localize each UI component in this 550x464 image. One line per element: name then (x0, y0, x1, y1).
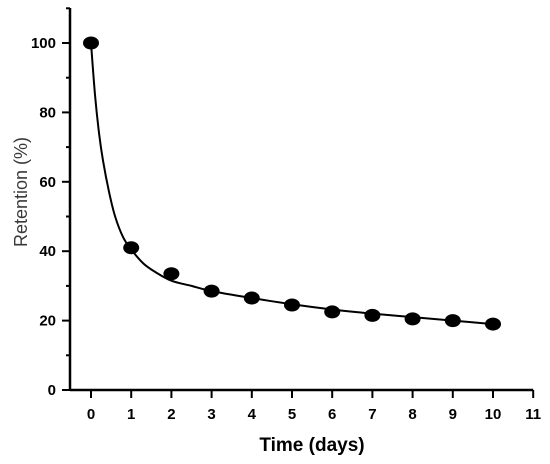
x-tick-label: 9 (449, 406, 457, 423)
data-point (163, 267, 180, 281)
y-tick-label: 80 (39, 104, 56, 121)
data-point (203, 284, 220, 298)
x-tick-label: 3 (207, 406, 215, 423)
data-point (404, 312, 421, 326)
y-tick-label: 40 (39, 243, 56, 260)
y-tick-label: 20 (39, 313, 56, 330)
fit-curve (90, 42, 494, 326)
x-tick-label: 1 (127, 406, 135, 423)
y-tick-label: 60 (39, 174, 56, 191)
x-axis: 0 1 2 3 4 5 6 7 8 9 10 11 (70, 388, 541, 423)
y-axis: 0 20 40 60 80 100 (31, 7, 72, 399)
data-point (123, 241, 140, 255)
y-tick-label: 100 (31, 35, 56, 52)
data-point (444, 314, 461, 328)
data-points (83, 36, 501, 331)
x-tick-label: 5 (288, 406, 296, 423)
x-tick-label: 0 (87, 406, 95, 423)
data-point (243, 291, 260, 305)
x-tick-label: 10 (485, 406, 502, 423)
x-tick-label: 6 (328, 406, 336, 423)
x-tick-label: 2 (167, 406, 175, 423)
y-axis-title: Retention (%) (11, 137, 31, 247)
x-axis-title: Time (days) (259, 435, 364, 456)
x-tick-label: 8 (408, 406, 416, 423)
data-point (284, 298, 300, 312)
data-point (83, 36, 99, 50)
data-point (324, 305, 341, 319)
x-tick-label: 4 (248, 406, 257, 423)
data-point (485, 317, 501, 331)
fit-curve-group (90, 42, 494, 326)
x-tick-label: 7 (368, 406, 376, 423)
y-tick-label: 0 (48, 382, 56, 399)
data-point (364, 308, 381, 322)
x-tick-label: 11 (525, 406, 541, 423)
